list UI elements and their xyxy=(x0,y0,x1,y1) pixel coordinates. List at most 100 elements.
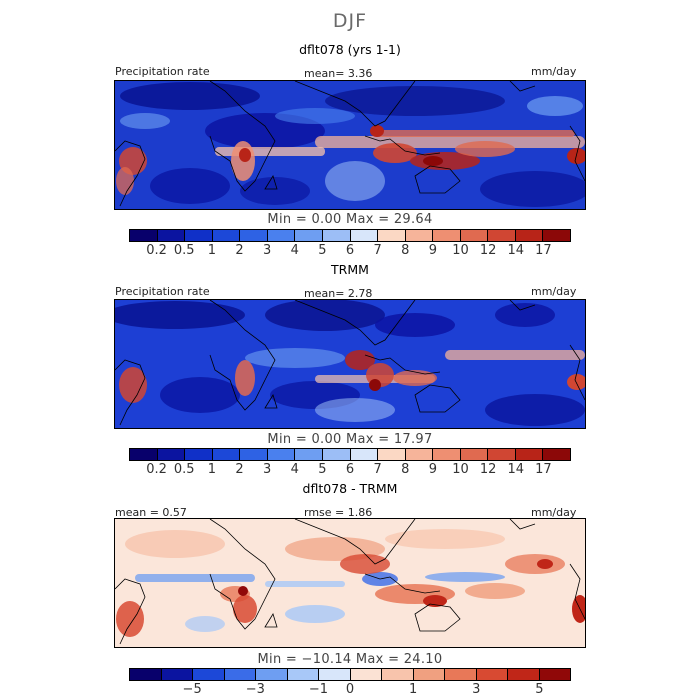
colorbar-tick-label: 8 xyxy=(401,243,410,258)
colorbar-tick-label: 3 xyxy=(472,682,481,697)
panel-3-mean-label: mean = 0.57 xyxy=(115,506,187,519)
panel-2-units-label: mm/day xyxy=(531,285,577,298)
colorbar-tick-label: 2 xyxy=(235,243,244,258)
colorbar-swatch xyxy=(508,669,540,680)
colorbar-swatch xyxy=(267,449,296,460)
colorbar-tick-label: −3 xyxy=(245,682,265,697)
colorbar-tick-label: 3 xyxy=(262,462,272,477)
colorbar-swatch xyxy=(267,230,296,241)
panel-3-colorbar-ticks: −5 −3 −1 0 1 3 5 xyxy=(129,682,571,698)
panel-2-mean-label: mean= 2.78 xyxy=(304,287,373,300)
colorbar-swatch xyxy=(350,669,382,680)
colorbar-swatch xyxy=(350,449,379,460)
colorbar-swatch xyxy=(157,230,186,241)
panel-3-min-max: Min = −10.14 Max = 24.10 xyxy=(257,652,443,667)
colorbar-swatch xyxy=(240,230,268,241)
colorbar-tick-label: 17 xyxy=(535,462,552,477)
panel-1-mean-label: mean= 3.36 xyxy=(304,67,373,80)
colorbar-swatch xyxy=(543,449,570,460)
colorbar-swatch xyxy=(295,230,323,241)
colorbar-tick-label: 1 xyxy=(207,243,217,258)
colorbar-tick-label: 5 xyxy=(535,682,544,697)
colorbar-swatch xyxy=(413,669,445,680)
colorbar-swatch xyxy=(161,669,193,680)
panel-1-min-max: Min = 0.00 Max = 29.64 xyxy=(267,212,433,227)
panel-2-min-max: Min = 0.00 Max = 17.97 xyxy=(267,432,433,447)
colorbar-swatch xyxy=(322,449,351,460)
colorbar-swatch xyxy=(130,669,162,680)
colorbar-swatch xyxy=(515,230,544,241)
colorbar-swatch xyxy=(319,669,351,680)
colorbar-tick-label: 17 xyxy=(535,243,552,258)
colorbar-tick-label: 0.5 xyxy=(173,462,195,477)
colorbar-swatch xyxy=(130,230,158,241)
season-title: DJF xyxy=(332,10,368,32)
colorbar-swatch xyxy=(382,669,414,680)
colorbar-tick-label: 5 xyxy=(318,243,327,258)
panel-1-units-label: mm/day xyxy=(531,65,577,78)
colorbar-swatch xyxy=(212,230,241,241)
panel-1-map xyxy=(114,80,586,210)
colorbar-swatch xyxy=(460,230,489,241)
colorbar-swatch xyxy=(488,230,516,241)
colorbar-tick-label: 0.5 xyxy=(173,243,195,258)
colorbar-tick-label: 0.2 xyxy=(146,243,167,258)
colorbar-swatch xyxy=(405,449,434,460)
colorbar-tick-label: 2 xyxy=(235,462,244,477)
colorbar-tick-label: 9 xyxy=(428,462,438,477)
colorbar-swatch xyxy=(287,669,319,680)
colorbar-tick-label: 12 xyxy=(479,243,497,258)
colorbar-tick-label: 14 xyxy=(507,243,525,258)
colorbar-swatch xyxy=(543,230,570,241)
colorbar-swatch xyxy=(256,669,288,680)
colorbar-swatch xyxy=(185,230,213,241)
colorbar-tick-label: 7 xyxy=(373,243,382,258)
colorbar-swatch xyxy=(193,669,225,680)
colorbar-tick-label: 1 xyxy=(207,462,217,477)
panel-2-title: TRMM xyxy=(331,262,369,277)
colorbar-tick-label: 0 xyxy=(345,682,355,697)
colorbar-swatch xyxy=(295,449,323,460)
colorbar-tick-label: 1 xyxy=(409,682,418,697)
panel-1-colorbar xyxy=(129,229,571,242)
panel-3-rmse-label: rmse = 1.86 xyxy=(304,506,373,519)
panel-3-map xyxy=(114,518,586,648)
colorbar-tick-label: 6 xyxy=(345,243,355,258)
panel-1-variable-label: Precipitation rate xyxy=(115,65,210,78)
colorbar-swatch xyxy=(405,230,434,241)
colorbar-swatch xyxy=(445,669,477,680)
colorbar-tick-label: 0.2 xyxy=(146,462,167,477)
colorbar-swatch xyxy=(539,669,570,680)
colorbar-tick-label: 12 xyxy=(479,462,497,477)
colorbar-swatch xyxy=(433,230,461,241)
colorbar-tick-label: −1 xyxy=(308,682,329,697)
colorbar-tick-label: 7 xyxy=(373,462,382,477)
colorbar-swatch xyxy=(224,669,256,680)
colorbar-swatch xyxy=(433,449,461,460)
colorbar-swatch xyxy=(185,449,213,460)
panel-1-title: dflt078 (yrs 1-1) xyxy=(299,42,401,57)
colorbar-swatch xyxy=(212,449,241,460)
colorbar-swatch xyxy=(240,449,268,460)
colorbar-swatch xyxy=(350,230,379,241)
colorbar-swatch xyxy=(378,449,406,460)
colorbar-tick-label: 14 xyxy=(507,462,525,477)
colorbar-swatch xyxy=(460,449,489,460)
colorbar-swatch xyxy=(322,230,351,241)
panel-3-colorbar xyxy=(129,668,571,681)
colorbar-tick-label: 4 xyxy=(290,243,299,258)
colorbar-swatch xyxy=(378,230,406,241)
colorbar-swatch xyxy=(515,449,544,460)
colorbar-tick-label: 10 xyxy=(452,462,469,477)
panel-2-map xyxy=(114,299,586,429)
panel-2-variable-label: Precipitation rate xyxy=(115,285,210,298)
colorbar-tick-label: 3 xyxy=(262,243,272,258)
colorbar-tick-label: 5 xyxy=(318,462,327,477)
panel-3-units-label: mm/day xyxy=(531,506,577,519)
colorbar-tick-label: 8 xyxy=(401,462,410,477)
colorbar-swatch xyxy=(130,449,158,460)
colorbar-swatch xyxy=(488,449,516,460)
colorbar-tick-label: −5 xyxy=(182,682,202,697)
colorbar-swatch xyxy=(476,669,508,680)
colorbar-tick-label: 9 xyxy=(428,243,438,258)
